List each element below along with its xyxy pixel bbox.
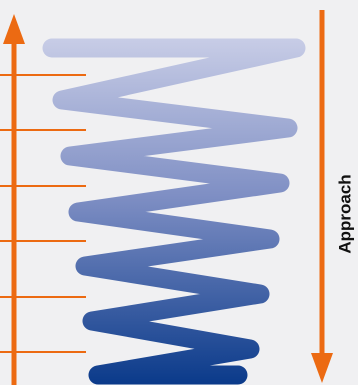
diagram: Approach [0,0,358,385]
approach-label: Approach [335,174,354,253]
